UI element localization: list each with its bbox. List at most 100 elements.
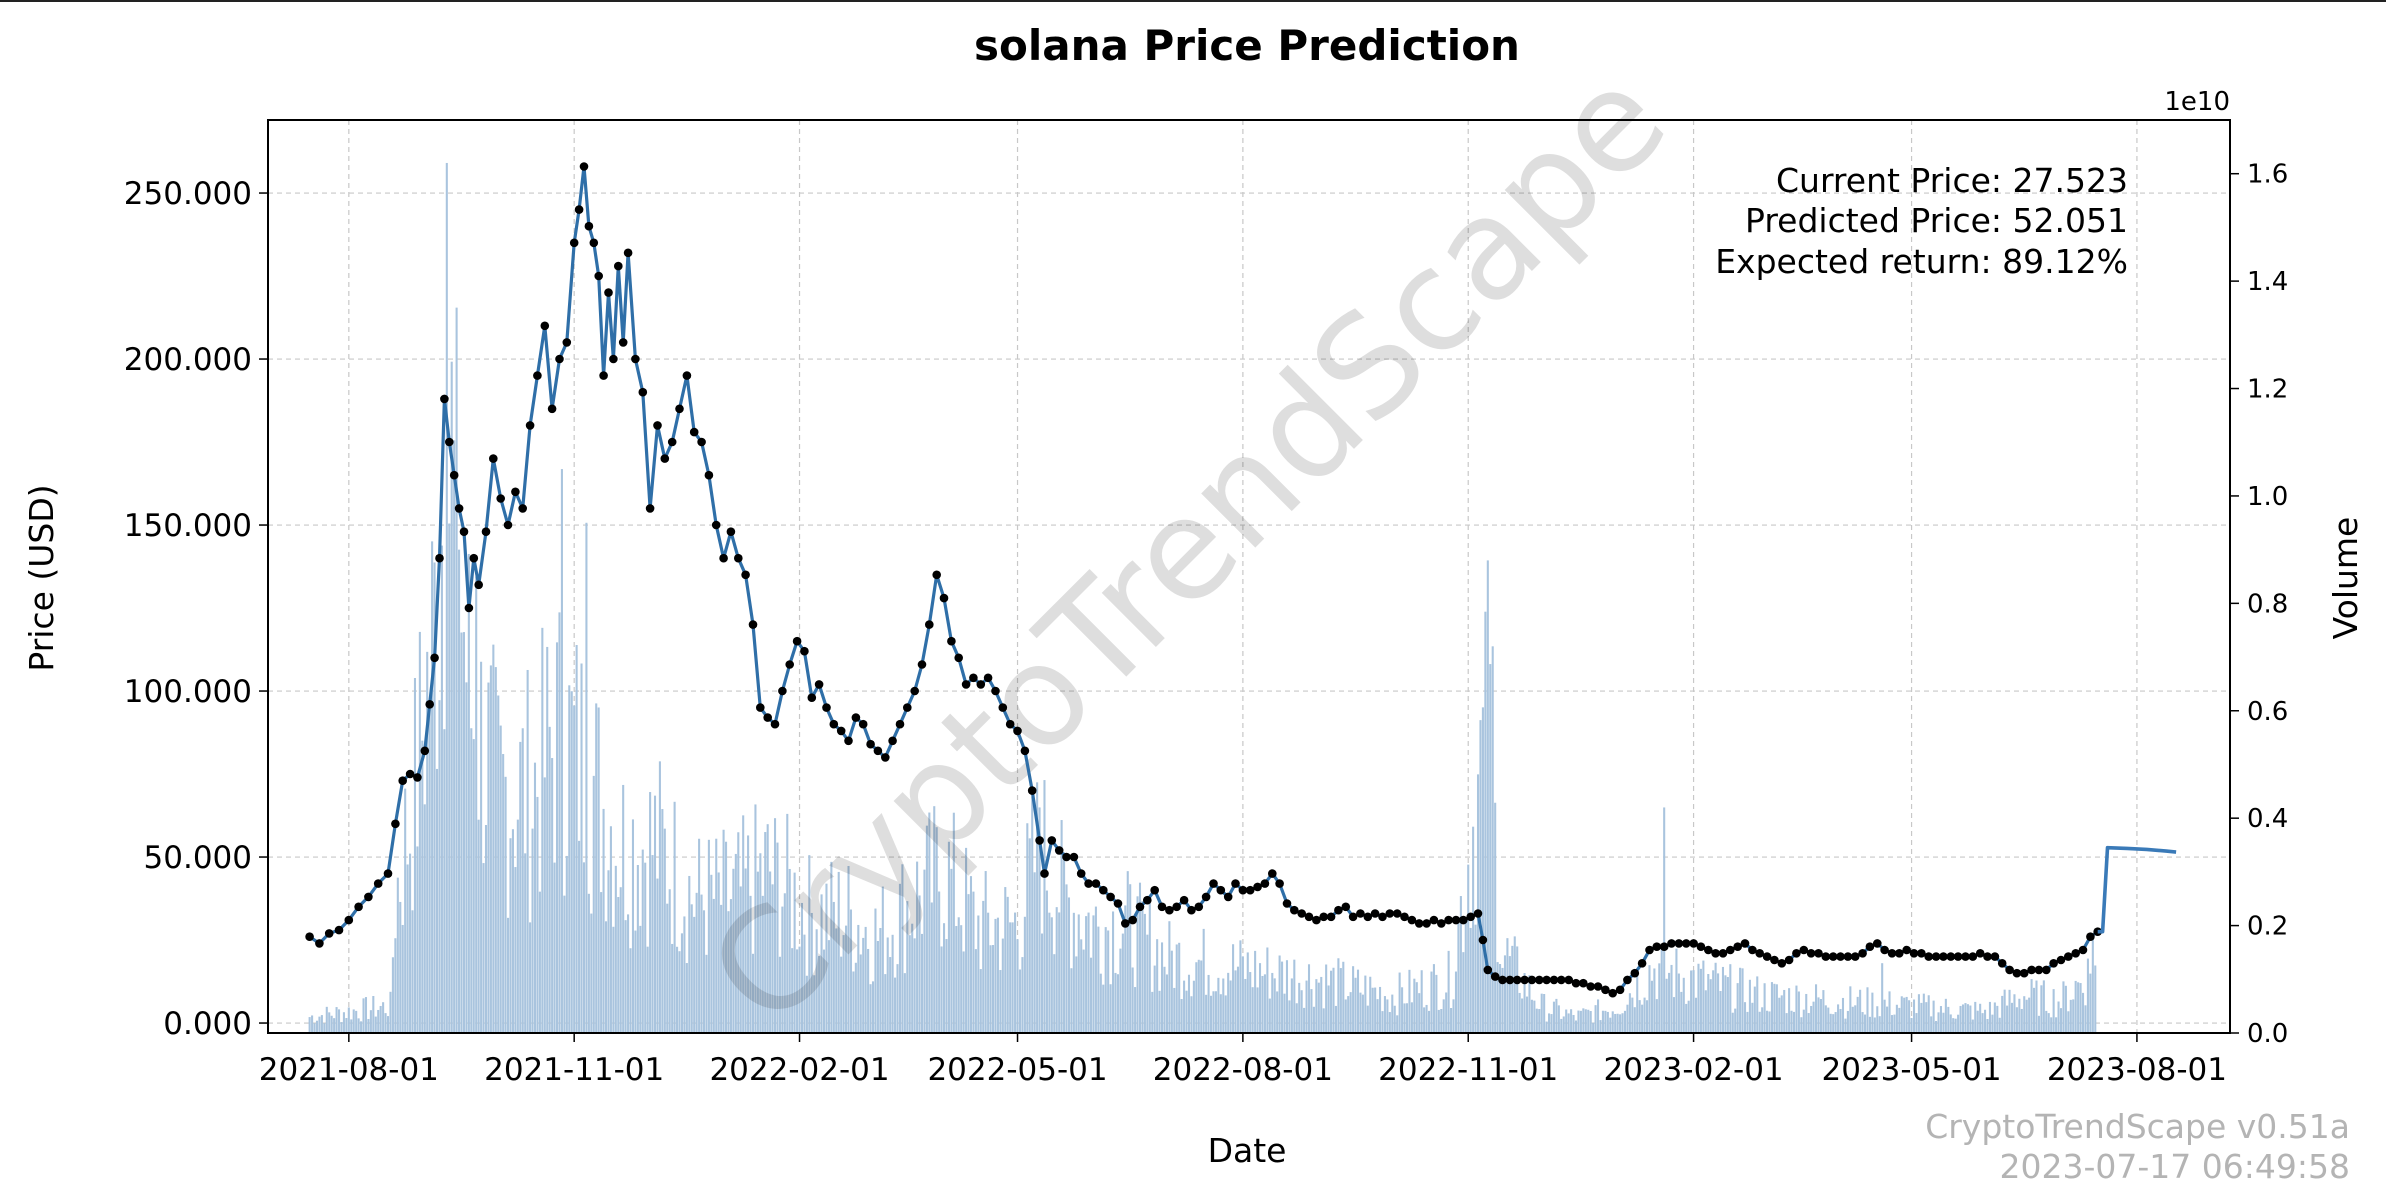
volume-bar [803, 934, 806, 1033]
volume-bar [1212, 991, 1215, 1033]
price-point [814, 680, 824, 689]
volume-bar [421, 740, 424, 1033]
volume-bar [1339, 968, 1342, 1033]
volume-bar [886, 937, 889, 1033]
volume-bar [1388, 1012, 1391, 1033]
price-point [682, 371, 692, 380]
volume-bar [845, 925, 848, 1033]
price-point [1579, 978, 1588, 988]
price-point [1990, 952, 2000, 961]
volume-bar [680, 933, 683, 1033]
price-point [540, 321, 550, 331]
volume-bar [1692, 970, 1695, 1033]
volume-bar [869, 984, 872, 1033]
volume-bar [808, 855, 811, 1033]
volume-bar [2084, 1005, 2087, 1033]
volume-bar [311, 1015, 314, 1033]
volume-bar [1266, 947, 1269, 1033]
volume-bar [1849, 986, 1852, 1033]
volume-bar [1268, 998, 1271, 1033]
volume-bar [1844, 1018, 1847, 1033]
volume-bar [1903, 997, 1906, 1033]
price-point [1275, 879, 1284, 888]
volume-bar [384, 1013, 387, 1033]
volume-bar [950, 868, 953, 1033]
price-point [925, 620, 934, 629]
price-point [756, 703, 765, 712]
volume-bar [1942, 1012, 1945, 1033]
price-point [1290, 905, 1299, 915]
volume-bar [1344, 999, 1347, 1033]
volume-bar [1104, 927, 1107, 1033]
volume-bar [1824, 1005, 1827, 1033]
volume-bar [2018, 998, 2021, 1033]
volume-bar [1763, 983, 1766, 1033]
price-point [719, 553, 728, 563]
volume-bar [580, 663, 583, 1033]
volume-bar [1587, 1009, 1590, 1033]
volume-bar [710, 874, 713, 1033]
predicted-series [2097, 845, 2177, 934]
volume-bar [1506, 938, 1509, 1033]
price-point [792, 636, 802, 646]
volume-bar [933, 806, 936, 1033]
volume-bar [455, 307, 458, 1033]
price-point [1740, 939, 1750, 948]
volume-bar [570, 691, 573, 1033]
volume-bar [604, 921, 608, 1033]
volume-bar [1920, 1002, 1923, 1033]
volume-bar [644, 862, 647, 1033]
price-point [1711, 949, 1720, 958]
volume-bar [957, 917, 960, 1033]
volume-bar [766, 824, 769, 1033]
volume-bar [1028, 838, 1031, 1033]
volume-bar [1702, 960, 1705, 1033]
volume-bar [847, 865, 850, 1033]
volume-bar [1516, 946, 1519, 1033]
volume-bar [345, 1018, 348, 1033]
volume-bar [1112, 911, 1115, 1033]
price-point [1505, 975, 1515, 985]
x-tick-label: 2022-05-01 [927, 1052, 1107, 1088]
volume-bar [1085, 916, 1088, 1033]
volume-bar [830, 861, 833, 1033]
volume-bar [1812, 1001, 1815, 1033]
volume-bar [1555, 998, 1558, 1033]
volume-bar [1330, 970, 1333, 1033]
volume-bar [1707, 974, 1710, 1033]
volume-bar [1663, 807, 1666, 1033]
volume-bar [1089, 957, 1093, 1033]
volume-bar [1364, 975, 1367, 1033]
volume-bar [529, 922, 532, 1033]
volume-bar [1121, 933, 1124, 1033]
volume-bar [1432, 964, 1435, 1033]
price-point [741, 570, 750, 580]
volume-bar [759, 853, 762, 1033]
volume-bar [1743, 1002, 1747, 1033]
volume-bar [1604, 1010, 1607, 1033]
volume-bar [568, 685, 571, 1033]
volume-bar [751, 953, 755, 1033]
volume-bar [1295, 1003, 1298, 1033]
volume-bar [920, 933, 924, 1033]
volume-bar [876, 940, 879, 1033]
x-tick-label: 2023-02-01 [1603, 1052, 1783, 1088]
price-point [503, 520, 513, 530]
price-point [1113, 899, 1123, 908]
volume-bar [1873, 1017, 1876, 1033]
volume-bar [1391, 994, 1394, 1033]
price-point [1586, 982, 1595, 991]
volume-bar [394, 938, 397, 1033]
volume-bar [1459, 896, 1462, 1033]
volume-bar [1805, 993, 1808, 1033]
volume-bar [1040, 933, 1044, 1033]
volume-bar [737, 832, 740, 1033]
volume-bar [342, 1012, 345, 1033]
volume-bar [1856, 996, 1859, 1033]
volume-bar [445, 162, 448, 1033]
volume-bar [1281, 961, 1284, 1033]
price-point [1128, 915, 1137, 925]
price-point [594, 271, 603, 281]
volume-bar [1236, 966, 1240, 1033]
volume-bar [1687, 1000, 1690, 1033]
